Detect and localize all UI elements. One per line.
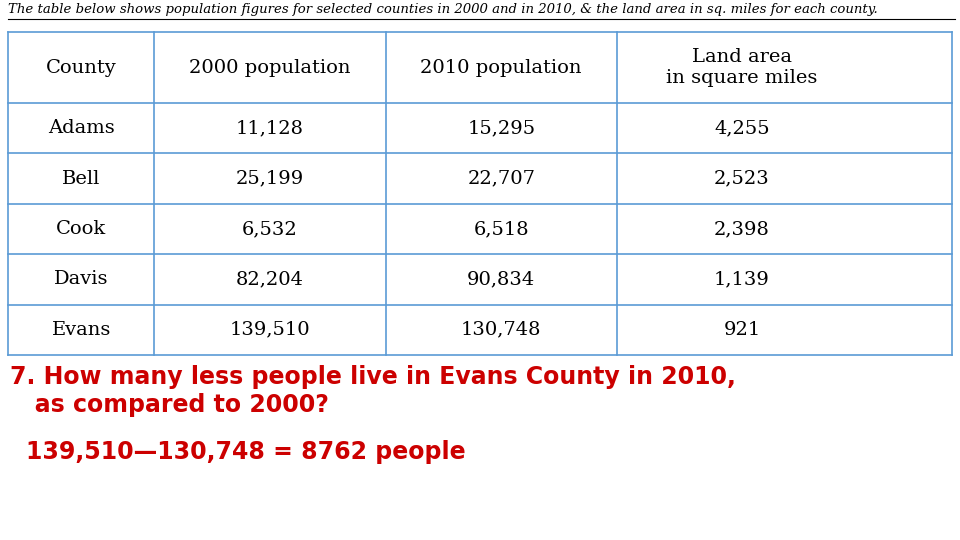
Text: Cook: Cook [56,220,107,238]
Text: 11,128: 11,128 [236,119,304,137]
Text: as compared to 2000?: as compared to 2000? [10,393,329,417]
Text: 6,532: 6,532 [242,220,298,238]
Text: Evans: Evans [52,321,110,339]
Text: Davis: Davis [54,271,108,288]
Text: 130,748: 130,748 [461,321,541,339]
Text: Bell: Bell [62,170,101,187]
Text: 921: 921 [723,321,760,339]
Text: 2000 population: 2000 population [189,58,350,77]
Text: Land area
in square miles: Land area in square miles [666,48,818,87]
Text: 4,255: 4,255 [714,119,770,137]
Text: Adams: Adams [48,119,114,137]
Text: 139,510: 139,510 [229,321,310,339]
Text: 25,199: 25,199 [236,170,304,187]
Text: 6,518: 6,518 [473,220,529,238]
Text: 2,398: 2,398 [714,220,770,238]
Text: 7. How many less people live in Evans County in 2010,: 7. How many less people live in Evans Co… [10,365,736,389]
Text: 22,707: 22,707 [468,170,536,187]
Text: 2010 population: 2010 population [420,58,582,77]
Text: 15,295: 15,295 [468,119,536,137]
Text: 90,834: 90,834 [468,271,536,288]
Text: The table below shows population figures for selected counties in 2000 and in 20: The table below shows population figures… [8,3,877,16]
Text: 1,139: 1,139 [714,271,770,288]
Text: 139,510—130,748 = 8762 people: 139,510—130,748 = 8762 people [26,440,466,464]
Text: County: County [46,58,116,77]
Text: 2,523: 2,523 [714,170,770,187]
Text: 82,204: 82,204 [236,271,304,288]
